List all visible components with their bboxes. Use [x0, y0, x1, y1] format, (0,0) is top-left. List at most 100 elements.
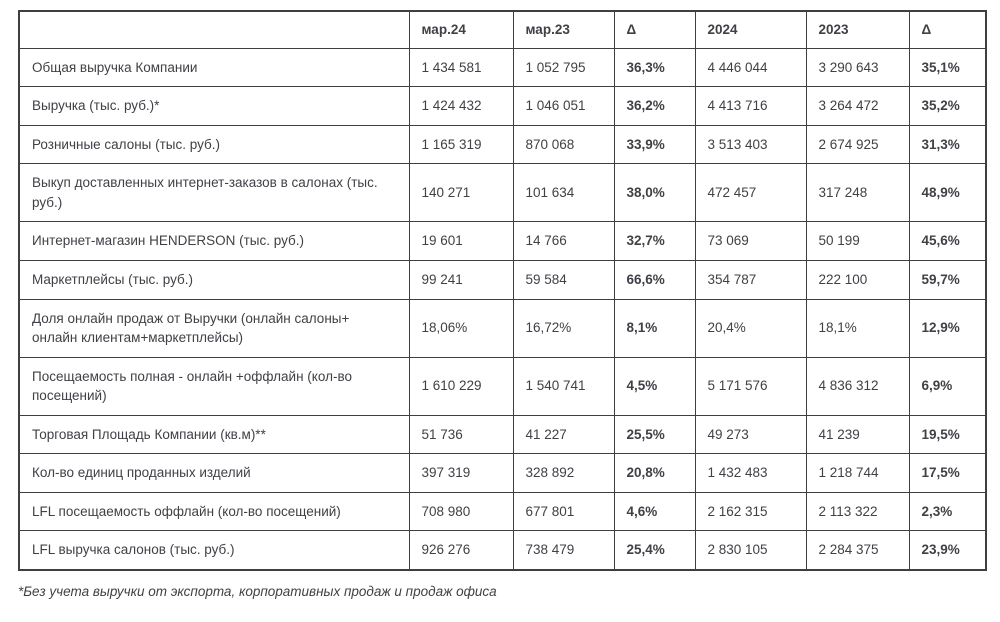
column-header-mar24: мар.24	[408, 10, 514, 49]
value-cell-delta-month: 4,5%	[613, 356, 696, 416]
table-body: Общая выручка Компании 1 434 581 1 052 7…	[18, 47, 987, 571]
value-cell-mar24: 926 276	[408, 530, 514, 571]
value-cell-2024: 1 432 483	[694, 453, 807, 493]
column-header-2024: 2024	[694, 10, 807, 49]
row-label-cell: Выкуп доставленных интернет-заказов в са…	[18, 163, 410, 223]
table-row: LFL выручка салонов (тыс. руб.) 926 276 …	[18, 530, 987, 571]
value-cell-mar24: 1 424 432	[408, 86, 514, 126]
value-cell-2023: 41 239	[805, 414, 910, 455]
value-cell-mar24: 51 736	[408, 414, 514, 455]
row-label-cell: Общая выручка Компании	[18, 47, 410, 88]
value-cell-2023: 4 836 312	[805, 356, 910, 416]
row-label-cell: Розничные салоны (тыс. руб.)	[18, 124, 410, 165]
value-cell-2023: 18,1%	[805, 298, 910, 358]
value-cell-delta-month: 33,9%	[613, 124, 696, 165]
value-cell-2023: 222 100	[805, 259, 910, 300]
value-cell-mar23: 328 892	[512, 453, 615, 493]
table-row: Кол-во единиц проданных изделий 397 319 …	[18, 453, 987, 493]
value-cell-mar24: 18,06%	[408, 298, 514, 358]
value-cell-2023: 2 113 322	[805, 491, 910, 532]
value-cell-mar23: 738 479	[512, 530, 615, 571]
row-label-cell: Кол-во единиц проданных изделий	[18, 453, 410, 493]
value-cell-mar23: 101 634	[512, 163, 615, 223]
value-cell-delta-month: 8,1%	[613, 298, 696, 358]
value-cell-2024: 20,4%	[694, 298, 807, 358]
value-cell-mar23: 14 766	[512, 221, 615, 261]
row-label-cell: Маркетплейсы (тыс. руб.)	[18, 259, 410, 300]
column-header-2023: 2023	[805, 10, 910, 49]
value-cell-delta-year: 59,7%	[908, 259, 987, 300]
value-cell-mar23: 59 584	[512, 259, 615, 300]
value-cell-2023: 50 199	[805, 221, 910, 261]
value-cell-delta-year: 45,6%	[908, 221, 987, 261]
value-cell-delta-year: 17,5%	[908, 453, 987, 493]
value-cell-delta-year: 48,9%	[908, 163, 987, 223]
column-header-mar23: мар.23	[512, 10, 615, 49]
value-cell-2024: 73 069	[694, 221, 807, 261]
column-header-delta-year: Δ	[908, 10, 987, 49]
table-row: Посещаемость полная - онлайн +оффлайн (к…	[18, 356, 987, 416]
value-cell-mar23: 870 068	[512, 124, 615, 165]
value-cell-2024: 354 787	[694, 259, 807, 300]
value-cell-mar24: 140 271	[408, 163, 514, 223]
value-cell-2023: 317 248	[805, 163, 910, 223]
value-cell-mar23: 1 540 741	[512, 356, 615, 416]
row-label-cell: LFL выручка салонов (тыс. руб.)	[18, 530, 410, 571]
row-label-cell: Выручка (тыс. руб.)*	[18, 86, 410, 126]
value-cell-delta-month: 38,0%	[613, 163, 696, 223]
value-cell-delta-month: 36,3%	[613, 47, 696, 88]
table-row: Общая выручка Компании 1 434 581 1 052 7…	[18, 47, 987, 88]
value-cell-delta-month: 32,7%	[613, 221, 696, 261]
value-cell-delta-month: 4,6%	[613, 491, 696, 532]
table-row: Торговая Площадь Компании (кв.м)** 51 73…	[18, 414, 987, 455]
value-cell-2023: 1 218 744	[805, 453, 910, 493]
value-cell-mar24: 1 165 319	[408, 124, 514, 165]
value-cell-mar23: 1 046 051	[512, 86, 615, 126]
value-cell-delta-year: 31,3%	[908, 124, 987, 165]
value-cell-2024: 4 446 044	[694, 47, 807, 88]
table-header: мар.24 мар.23 Δ 2024 2023 Δ	[18, 10, 987, 49]
table-row: Выручка (тыс. руб.)* 1 424 432 1 046 051…	[18, 86, 987, 126]
value-cell-delta-year: 6,9%	[908, 356, 987, 416]
value-cell-mar24: 1 610 229	[408, 356, 514, 416]
table-row: LFL посещаемость оффлайн (кол-во посещен…	[18, 491, 987, 532]
value-cell-mar24: 708 980	[408, 491, 514, 532]
value-cell-mar23: 677 801	[512, 491, 615, 532]
value-cell-delta-month: 20,8%	[613, 453, 696, 493]
row-label-cell: Доля онлайн продаж от Выручки (онлайн са…	[18, 298, 410, 358]
value-cell-delta-month: 25,4%	[613, 530, 696, 571]
value-cell-delta-month: 25,5%	[613, 414, 696, 455]
table-row: Интернет-магазин HENDERSON (тыс. руб.) 1…	[18, 221, 987, 261]
value-cell-2024: 2 162 315	[694, 491, 807, 532]
value-cell-2023: 3 290 643	[805, 47, 910, 88]
value-cell-mar24: 397 319	[408, 453, 514, 493]
financial-metrics-table: мар.24 мар.23 Δ 2024 2023 Δ Общая выручк…	[18, 10, 987, 571]
row-label-cell: Посещаемость полная - онлайн +оффлайн (к…	[18, 356, 410, 416]
value-cell-2024: 3 513 403	[694, 124, 807, 165]
table-row: Маркетплейсы (тыс. руб.) 99 241 59 584 6…	[18, 259, 987, 300]
value-cell-delta-year: 12,9%	[908, 298, 987, 358]
footnote-revenue-exclusions: *Без учета выручки от экспорта, корпорат…	[18, 584, 497, 599]
value-cell-2023: 2 674 925	[805, 124, 910, 165]
value-cell-2023: 3 264 472	[805, 86, 910, 126]
value-cell-delta-month: 36,2%	[613, 86, 696, 126]
value-cell-mar24: 19 601	[408, 221, 514, 261]
value-cell-delta-year: 2,3%	[908, 491, 987, 532]
value-cell-mar23: 41 227	[512, 414, 615, 455]
corner-cell	[18, 10, 410, 49]
value-cell-delta-year: 19,5%	[908, 414, 987, 455]
value-cell-2024: 4 413 716	[694, 86, 807, 126]
table-row: Розничные салоны (тыс. руб.) 1 165 319 8…	[18, 124, 987, 165]
table-row: Доля онлайн продаж от Выручки (онлайн са…	[18, 298, 987, 358]
value-cell-delta-year: 23,9%	[908, 530, 987, 571]
value-cell-mar24: 99 241	[408, 259, 514, 300]
table-row: Выкуп доставленных интернет-заказов в са…	[18, 163, 987, 223]
value-cell-2024: 49 273	[694, 414, 807, 455]
column-header-delta-month: Δ	[613, 10, 696, 49]
value-cell-2024: 472 457	[694, 163, 807, 223]
value-cell-2024: 5 171 576	[694, 356, 807, 416]
value-cell-2024: 2 830 105	[694, 530, 807, 571]
value-cell-delta-year: 35,1%	[908, 47, 987, 88]
footnotes: *Без учета выручки от экспорта, корпорат…	[18, 583, 985, 622]
